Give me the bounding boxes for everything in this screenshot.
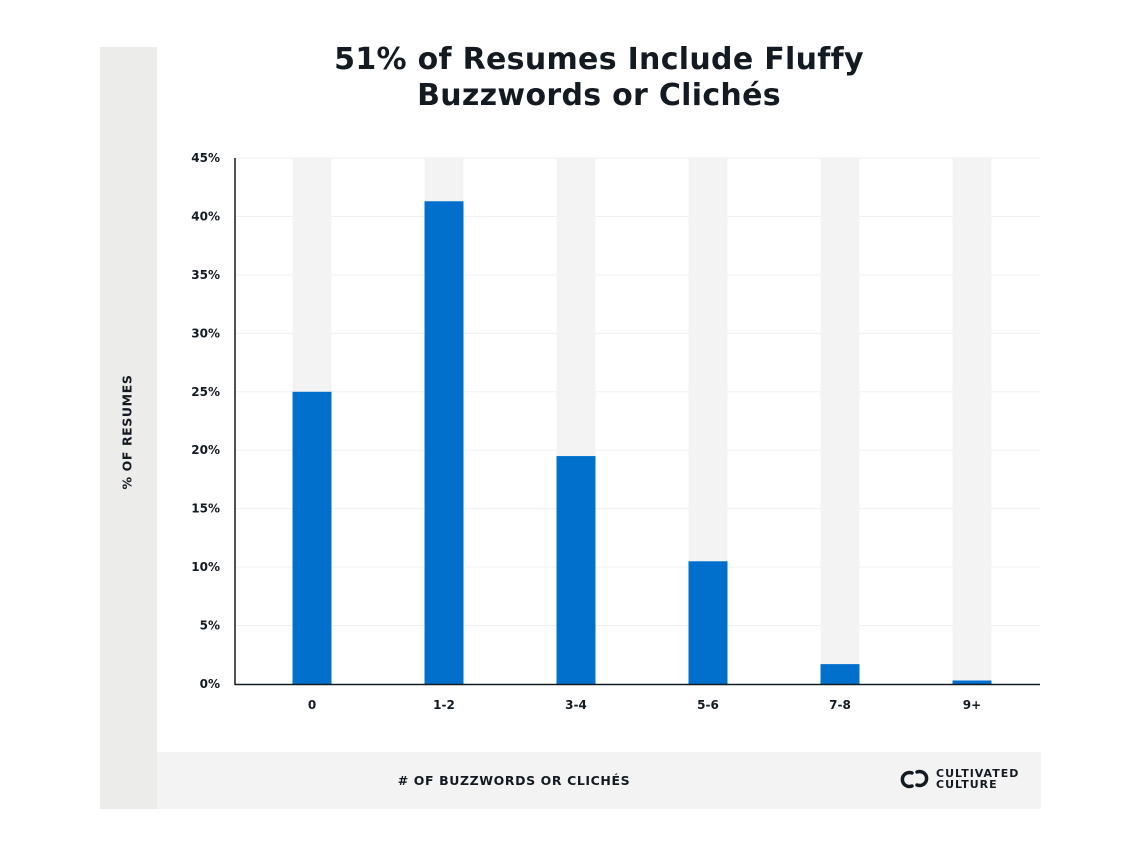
bottom-band [157,752,1041,809]
x-tick-label: 0 [308,698,316,712]
x-tick-label: 3-4 [565,698,587,712]
y-axis-label: % OF RESUMES [119,374,135,490]
chart-title-line-2: Buzzwords or Clichés [417,78,781,113]
bar-3-4 [556,456,596,684]
y-tick-label: 5% [200,619,220,633]
y-tick-label: 10% [191,560,220,574]
x-tick-label: 5-6 [697,698,719,712]
brand-name-line-1: CULTIVATED [936,767,1020,780]
chart-title: 51% of Resumes Include Fluffy Buzzwords … [157,42,1041,114]
y-tick-label: 25% [191,385,220,399]
y-tick-label: 0% [200,677,220,691]
brand-name-line-2: CULTURE [936,778,998,791]
brand-logo: CULTIVATED CULTURE [900,768,1019,790]
x-tick-label: 9+ [963,698,981,712]
y-tick-label: 45% [191,151,220,165]
bar-track [820,158,860,684]
bar-7-8 [820,664,860,684]
y-tick-label: 15% [191,502,220,516]
bar-0 [292,391,332,684]
bar-1-2 [424,201,464,684]
y-tick-label: 40% [191,209,220,223]
bar-9+ [952,680,992,684]
bar-5-6 [688,561,728,684]
bar-track [952,158,992,684]
y-tick-label: 30% [191,326,220,340]
x-axis-label: # OF BUZZWORDS OR CLICHÉS [397,773,631,788]
y-tick-label: 20% [191,443,220,457]
chart-title-line-1: 51% of Resumes Include Fluffy [334,42,864,77]
left-decorative-strip [100,47,157,809]
cultivated-culture-logo-icon [900,769,929,789]
y-tick-label: 35% [191,268,220,282]
x-tick-label: 7-8 [829,698,851,712]
x-tick-label: 1-2 [433,698,455,712]
